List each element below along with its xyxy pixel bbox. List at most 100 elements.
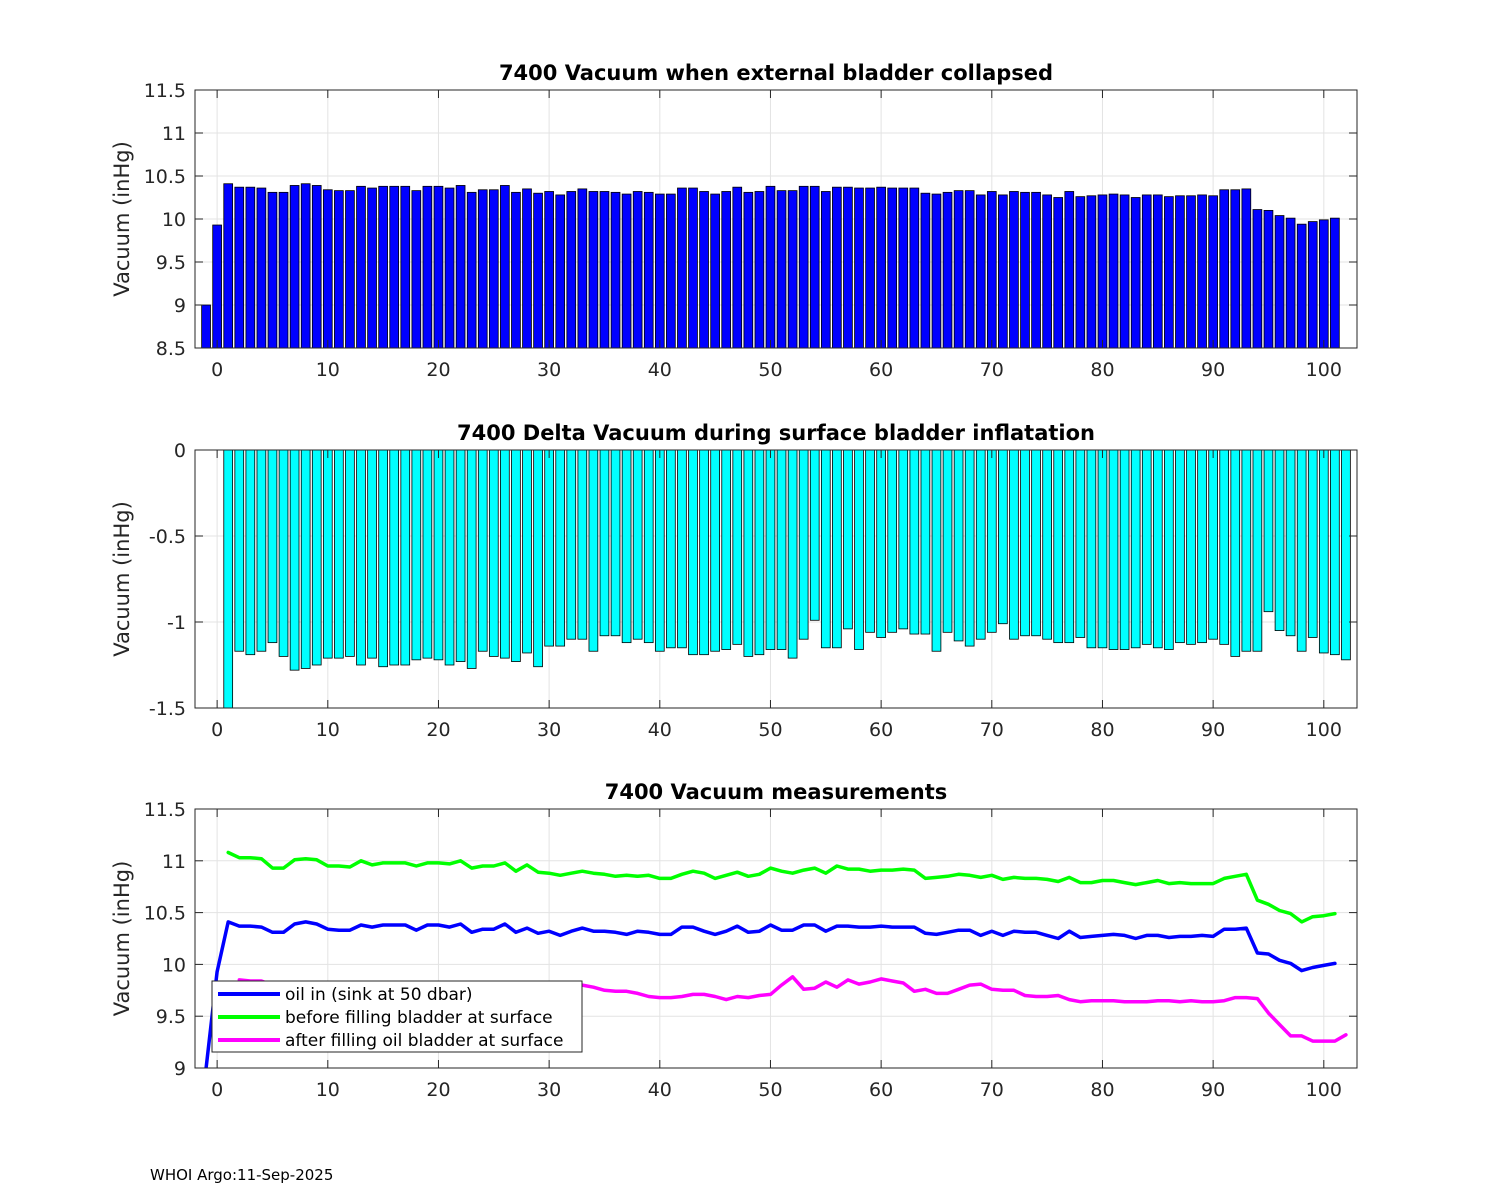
x-tick-label: 50 bbox=[758, 1079, 782, 1101]
x-tick-label: 50 bbox=[758, 359, 782, 381]
bar bbox=[610, 450, 621, 637]
bar bbox=[588, 191, 599, 348]
x-tick-label: 10 bbox=[316, 1079, 340, 1101]
x-tick-label: 20 bbox=[426, 1079, 450, 1101]
bar bbox=[223, 183, 234, 348]
bar bbox=[455, 185, 466, 348]
x-tick-label: 90 bbox=[1201, 359, 1225, 381]
bar bbox=[666, 193, 676, 348]
bar bbox=[588, 450, 599, 652]
bar bbox=[300, 183, 311, 348]
x-tick-label: 80 bbox=[1090, 359, 1114, 381]
x-tick-label: 10 bbox=[316, 359, 340, 381]
bar bbox=[1241, 188, 1252, 348]
bar bbox=[1097, 450, 1108, 649]
bar bbox=[1164, 196, 1174, 348]
bar bbox=[566, 450, 577, 640]
y-axis-label: Vacuum (inHg) bbox=[110, 141, 134, 297]
bar bbox=[488, 189, 499, 348]
bar bbox=[1296, 450, 1307, 652]
bar bbox=[278, 191, 289, 348]
y-tick-label: -1 bbox=[167, 612, 186, 634]
bar bbox=[1152, 194, 1163, 348]
bar bbox=[621, 193, 632, 348]
bar bbox=[444, 450, 455, 666]
bar bbox=[477, 189, 488, 348]
bar bbox=[223, 450, 234, 708]
bar bbox=[1020, 450, 1030, 637]
bar bbox=[1318, 450, 1329, 654]
bar bbox=[256, 450, 267, 652]
series-line-0 bbox=[204, 920, 1337, 1068]
bar bbox=[411, 190, 422, 348]
x-tick-label: 0 bbox=[211, 719, 223, 741]
y-tick-label: 8.5 bbox=[156, 338, 186, 360]
bar bbox=[865, 450, 875, 633]
x-tick-label: 90 bbox=[1201, 1079, 1225, 1101]
x-tick-label: 0 bbox=[211, 359, 223, 381]
bar bbox=[776, 190, 787, 348]
bar bbox=[455, 450, 466, 662]
bar bbox=[1075, 450, 1086, 638]
footer-timestamp: WHOI Argo:11-Sep-2025 bbox=[150, 1166, 334, 1184]
x-tick-label: 30 bbox=[537, 719, 561, 741]
bar bbox=[599, 450, 610, 637]
bar bbox=[876, 450, 886, 638]
bar bbox=[1119, 450, 1130, 650]
bar bbox=[1075, 196, 1086, 348]
bar bbox=[1042, 194, 1052, 348]
bar bbox=[765, 450, 776, 650]
bar bbox=[1230, 450, 1241, 657]
bar bbox=[1274, 215, 1285, 348]
bar bbox=[400, 450, 411, 666]
bar bbox=[411, 450, 422, 661]
x-tick-label: 50 bbox=[758, 719, 782, 741]
bar bbox=[632, 450, 643, 640]
bar bbox=[234, 186, 245, 348]
bar bbox=[843, 186, 853, 348]
bar bbox=[699, 450, 709, 656]
bar bbox=[964, 190, 975, 348]
x-tick-label: 70 bbox=[980, 719, 1004, 741]
bar bbox=[1020, 191, 1030, 348]
bar bbox=[378, 450, 388, 668]
bar bbox=[1119, 194, 1130, 348]
x-tick-label: 80 bbox=[1090, 1079, 1114, 1101]
bar bbox=[1263, 450, 1274, 613]
bar bbox=[311, 450, 322, 666]
x-tick-label: 30 bbox=[537, 1079, 561, 1101]
bar bbox=[1219, 450, 1230, 645]
bar bbox=[1086, 450, 1097, 649]
x-tick-label: 10 bbox=[316, 719, 340, 741]
bar bbox=[1031, 191, 1041, 348]
bar bbox=[400, 185, 411, 348]
bar bbox=[732, 450, 743, 645]
bar bbox=[1285, 450, 1296, 637]
bar bbox=[1009, 191, 1019, 348]
bar bbox=[798, 450, 809, 640]
x-tick-label: 40 bbox=[648, 1079, 672, 1101]
bar bbox=[245, 450, 256, 656]
bar bbox=[832, 186, 842, 348]
y-tick-label: -1.5 bbox=[149, 698, 186, 720]
bar bbox=[986, 191, 997, 348]
bar bbox=[1252, 209, 1263, 348]
x-tick-label: 40 bbox=[648, 359, 672, 381]
bar bbox=[1330, 450, 1340, 656]
bar bbox=[1053, 450, 1064, 644]
bar bbox=[909, 450, 920, 635]
bar bbox=[699, 191, 709, 348]
bar bbox=[356, 185, 366, 348]
bar bbox=[931, 193, 942, 348]
bar bbox=[289, 185, 300, 348]
x-tick-label: 60 bbox=[869, 1079, 893, 1101]
bar bbox=[511, 450, 521, 662]
bar bbox=[1330, 217, 1340, 348]
y-axis-label: Vacuum (inHg) bbox=[110, 501, 134, 657]
bar bbox=[1208, 195, 1218, 348]
bar bbox=[953, 450, 964, 642]
x-tick-label: 80 bbox=[1090, 719, 1114, 741]
bar bbox=[500, 185, 510, 348]
x-tick-label: 70 bbox=[980, 1079, 1004, 1101]
y-tick-label: 10 bbox=[162, 954, 186, 976]
